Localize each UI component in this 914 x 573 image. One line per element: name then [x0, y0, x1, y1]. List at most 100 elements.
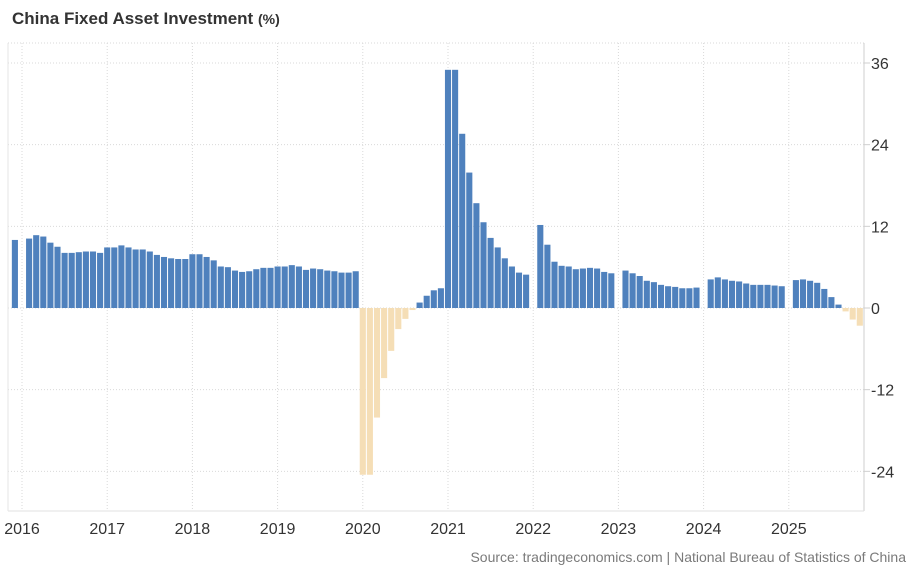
bar	[778, 286, 785, 308]
bar	[146, 251, 153, 308]
bar	[856, 308, 863, 326]
bar	[473, 203, 480, 308]
bar	[61, 252, 68, 308]
bar	[210, 260, 217, 308]
bar	[693, 287, 700, 308]
bar	[842, 308, 849, 312]
bar	[310, 268, 317, 308]
bar	[629, 273, 636, 308]
bar	[203, 256, 210, 308]
bar	[246, 271, 253, 308]
bar	[849, 308, 856, 320]
chart-title: China Fixed Asset Investment (%)	[12, 9, 280, 29]
bar	[537, 224, 544, 308]
bar	[828, 297, 835, 308]
x-tick-label: 2024	[686, 521, 722, 538]
y-tick-label: 36	[871, 56, 889, 73]
x-tick-label: 2016	[4, 521, 40, 538]
bar	[366, 308, 373, 475]
x-tick-label: 2021	[430, 521, 466, 538]
bar	[771, 285, 778, 308]
bar	[317, 269, 324, 308]
x-tick-label: 2017	[89, 521, 125, 538]
bar	[118, 245, 125, 308]
bar	[487, 237, 494, 308]
bar	[97, 252, 104, 308]
bar	[111, 247, 118, 308]
x-tick-label: 2023	[601, 521, 637, 538]
y-tick-label: -12	[871, 383, 894, 400]
bar	[494, 247, 501, 308]
x-tick-label: 2018	[175, 521, 211, 538]
bars	[11, 69, 863, 475]
x-axis-ticks: 2016 2017 2018 2019 2020 2021 2022 2023 2024 2025	[4, 521, 806, 538]
bar	[89, 251, 97, 308]
bar	[686, 288, 693, 308]
bar	[373, 308, 381, 418]
bar	[253, 269, 260, 308]
bar	[480, 222, 487, 308]
bar	[444, 69, 452, 308]
bar	[643, 280, 650, 308]
x-tick-label: 2022	[515, 521, 551, 538]
bar	[750, 284, 757, 308]
bar	[799, 279, 807, 308]
bar	[679, 288, 686, 308]
bar	[508, 266, 515, 308]
bar	[764, 284, 771, 308]
bar	[324, 270, 331, 308]
bar	[217, 266, 224, 308]
chart-unit: (%)	[257, 11, 280, 27]
bar	[381, 308, 388, 379]
bar	[338, 272, 345, 308]
bar	[636, 276, 643, 308]
bar	[721, 279, 728, 308]
x-tick-label: 2019	[260, 521, 296, 538]
bar	[125, 247, 132, 308]
bar	[544, 244, 551, 308]
bar	[139, 249, 146, 308]
bar	[153, 254, 160, 308]
bar	[501, 258, 508, 308]
bar	[728, 280, 736, 308]
bar	[288, 265, 295, 309]
bar	[160, 256, 168, 308]
bar	[821, 288, 828, 308]
bar	[132, 249, 139, 308]
bar	[601, 271, 608, 308]
bar	[807, 280, 814, 308]
bar	[75, 252, 82, 308]
bar	[672, 286, 679, 308]
bar	[11, 239, 18, 308]
bar	[558, 265, 565, 308]
bar	[189, 254, 196, 308]
bar	[352, 271, 359, 308]
bar	[260, 267, 267, 308]
bar	[239, 271, 246, 308]
bar	[736, 281, 743, 308]
bar	[359, 308, 366, 475]
bar	[579, 268, 586, 308]
bar	[757, 284, 764, 308]
bar	[650, 282, 657, 308]
bar	[388, 308, 395, 351]
bar	[423, 295, 430, 308]
bar	[409, 308, 416, 311]
bar	[515, 272, 523, 308]
bar	[665, 286, 672, 308]
y-tick-label: -24	[871, 464, 894, 481]
bar	[267, 267, 274, 308]
bar	[792, 280, 799, 308]
bar	[175, 259, 182, 308]
y-tick-label: 0	[871, 301, 880, 318]
bar	[331, 271, 338, 308]
bar	[68, 252, 75, 308]
x-tick-label: 2020	[345, 521, 381, 538]
bar	[231, 270, 239, 308]
bar	[345, 272, 352, 308]
bar	[714, 277, 721, 309]
bar	[402, 308, 409, 319]
bar	[523, 274, 530, 308]
bar	[459, 133, 466, 308]
